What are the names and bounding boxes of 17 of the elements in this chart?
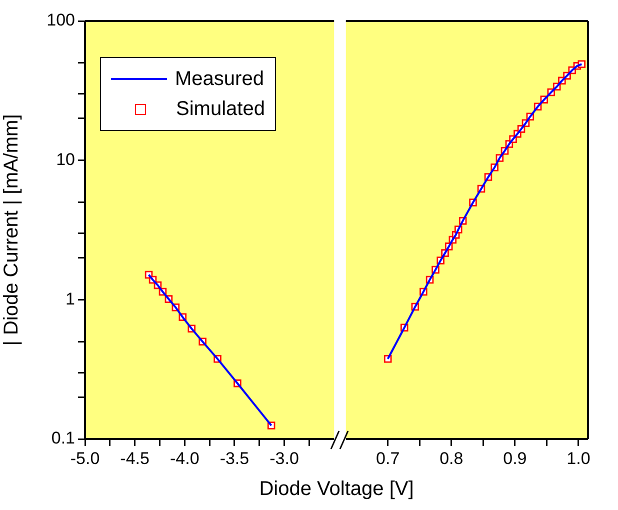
y-tick-label: 0.1 bbox=[51, 428, 75, 448]
y-tick-label: 10 bbox=[56, 150, 75, 170]
x-tick-label: 0.8 bbox=[440, 448, 464, 468]
x-tick-label: 0.7 bbox=[376, 448, 400, 468]
legend-label: Measured bbox=[175, 68, 264, 90]
x-tick-label: -3.0 bbox=[270, 448, 299, 468]
legend-label: Simulated bbox=[176, 98, 265, 120]
x-axis-title: Diode Voltage [V] bbox=[258, 478, 415, 501]
x-tick-label: 0.9 bbox=[503, 448, 527, 468]
x-tick-label: -4.5 bbox=[120, 448, 150, 468]
x-tick-label: -5.0 bbox=[70, 448, 100, 468]
y-axis-title: | Diode Current | [mA/mm] bbox=[0, 114, 23, 346]
x-tick-label: -4.0 bbox=[170, 448, 200, 468]
y-tick-label: 1 bbox=[66, 289, 75, 308]
x-tick-label: -3.5 bbox=[220, 448, 250, 468]
y-tick-label: 100 bbox=[46, 10, 75, 30]
x-tick-label: 1.0 bbox=[566, 448, 590, 468]
